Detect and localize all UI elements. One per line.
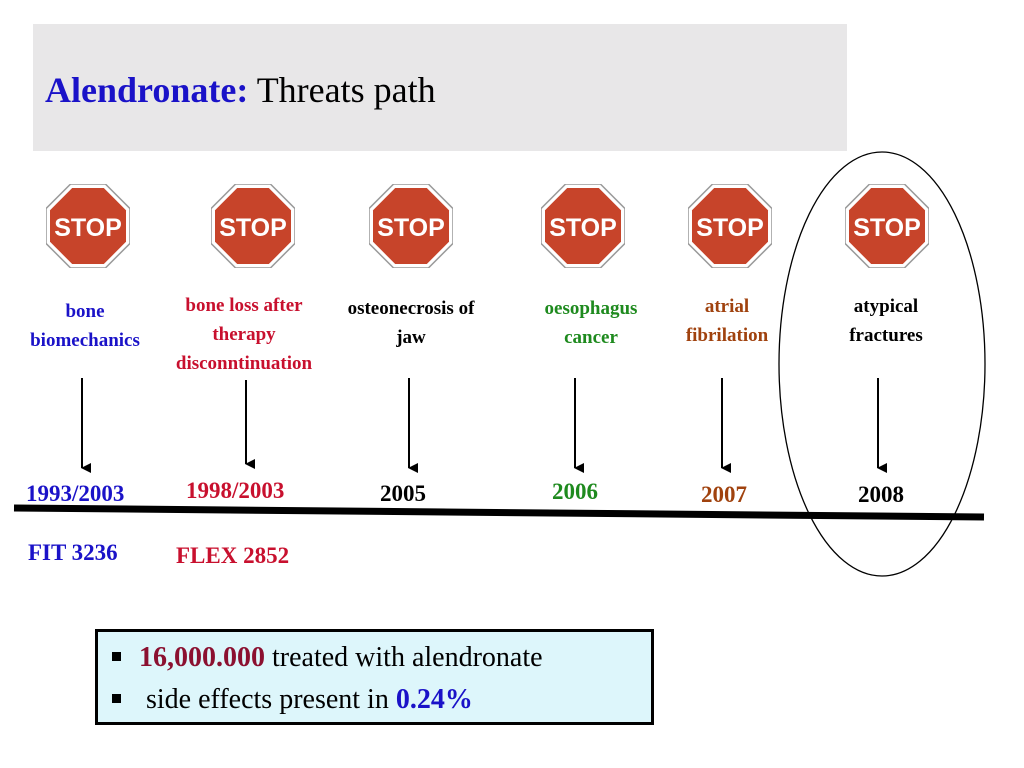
stop-text: STOP [853,214,921,242]
title-highlight: Alendronate: [45,70,249,110]
stop-sign-icon-4: STOP [541,184,625,268]
stop-text: STOP [696,214,764,242]
year-1: 1993/2003 [26,481,125,506]
summary-line-1: 16,000.000 treated with alendronate [112,641,543,675]
stop-sign-icon-2: STOP [211,184,295,268]
label-line: therapy [212,324,276,345]
label-line: fractures [849,325,923,346]
year-5: 2007 [701,482,747,507]
summary-line-2: side effects present in 0.24% [112,683,473,717]
treated-count: 16,000.000 [139,642,265,673]
label-line: jaw [396,327,426,348]
timeline-line [13,504,985,521]
milestone-label-6: atypical fractures [816,292,956,350]
milestone-label-5: atrial fibrilation [667,292,787,350]
stop-text: STOP [549,214,617,242]
milestone-label-1: bone biomechanics [5,297,165,355]
milestone-label-2: bone loss after therapy disconntinuation [154,291,334,378]
study-flex: FLEX 2852 [176,543,290,568]
label-line: bone loss after [185,295,303,316]
stop-text: STOP [377,214,445,242]
side-effects-rate: 0.24% [395,684,473,715]
label-line: disconntinuation [175,353,313,374]
year-3: 2005 [380,481,426,506]
year-2: 1998/2003 [186,478,285,503]
stop-sign-icon-3: STOP [369,184,453,268]
stop-sign-icon-1: STOP [46,184,130,268]
square-bullet-icon [112,694,121,704]
year-6: 2008 [858,482,904,507]
study-fit: FIT 3236 [28,540,118,565]
label-line: oesophagus [544,298,638,319]
milestone-label-3: osteonecrosis of jaw [326,294,496,352]
label-line: atrial [704,296,750,317]
stop-text: STOP [219,214,287,242]
highlight-ellipse [778,151,986,577]
treated-text: treated with alendronate [265,642,543,673]
label-line: osteonecrosis of [347,298,475,319]
label-line: atypical [853,296,919,317]
milestone-label-4: oesophagus cancer [515,294,667,352]
label-line: cancer [564,327,618,348]
stop-sign-icon-5: STOP [688,184,772,268]
title-box [33,24,847,151]
title-rest: Threats path [256,70,436,110]
summary-box: 16,000.000 treated with alendronate side… [95,629,654,725]
stop-text: STOP [54,214,122,242]
label-line: fibrilation [685,325,769,346]
stop-sign-icon-6: STOP [845,184,929,268]
side-effects-text: side effects present in [139,684,396,715]
square-bullet-icon [112,652,121,662]
slide-title: Alendronate: Threats path [45,68,436,112]
label-line: biomechanics [30,330,140,351]
label-line: bone [65,301,105,322]
year-4: 2006 [552,479,598,504]
